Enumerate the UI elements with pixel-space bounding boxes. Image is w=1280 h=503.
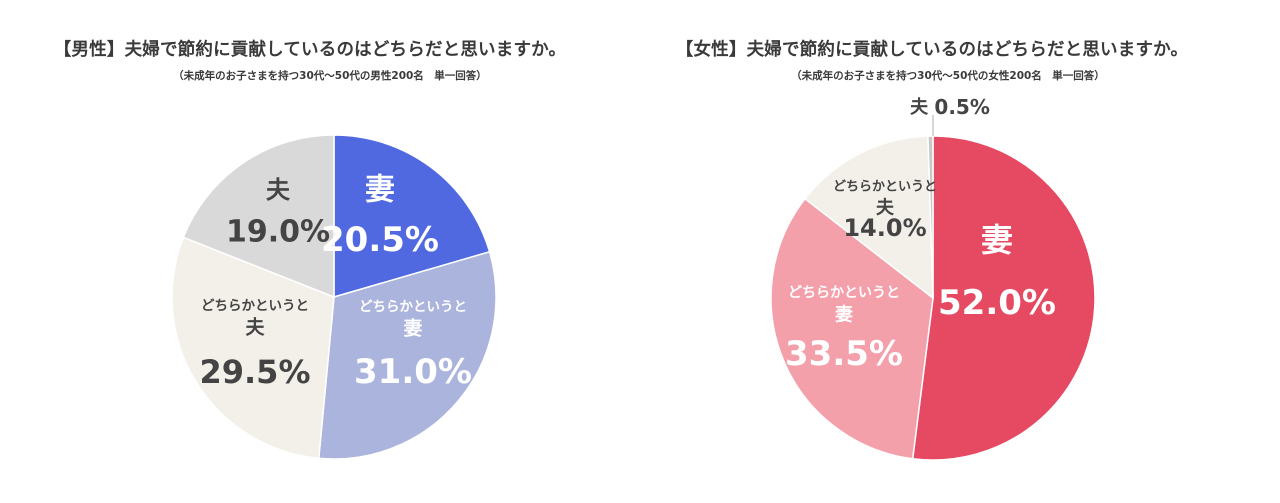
pie-slice bbox=[911, 135, 1096, 461]
slice-value-label: 52.0% bbox=[938, 283, 1056, 323]
chart-title: 【男性】夫婦で節約に貢献しているのはどちらだと思いますか。 bbox=[53, 40, 567, 60]
pie-slice bbox=[803, 135, 934, 300]
slice-label: 夫 0.5% bbox=[910, 95, 990, 119]
pie-slice bbox=[171, 236, 335, 460]
slice-label: どちらかというと bbox=[833, 180, 937, 195]
slice-value-label: 33.5% bbox=[785, 334, 903, 374]
pie-slice bbox=[182, 134, 335, 299]
slice-value-label: 29.5% bbox=[199, 353, 310, 391]
slice-label: どちらかというと bbox=[201, 298, 309, 314]
slice-label: 夫 bbox=[876, 197, 895, 219]
pie-slice bbox=[333, 134, 491, 298]
pie-slice bbox=[770, 197, 934, 460]
slice-label: どちらかというと bbox=[788, 285, 900, 301]
slice-value-label: 20.5% bbox=[321, 220, 439, 260]
slice-value-label: 14.0% bbox=[843, 214, 926, 242]
slice-label: 夫 bbox=[266, 176, 291, 204]
slice-label: どちらかというと bbox=[359, 299, 467, 315]
slice-label: 妻 bbox=[365, 173, 395, 208]
pie-slice bbox=[317, 250, 497, 460]
slice-value-label: 31.0% bbox=[354, 352, 472, 392]
slice-label: 夫 bbox=[245, 317, 265, 339]
chart-title: 【女性】夫婦で節約に貢献しているのはどちらだと思いますか。 bbox=[675, 40, 1189, 60]
chart-subtitle: （未成年のお子さまを持つ30代〜50代の女性200名 単一回答） bbox=[791, 70, 1105, 82]
slice-value-label: 19.0% bbox=[226, 215, 330, 250]
slice-label: 妻 bbox=[403, 317, 422, 340]
slice-label: 妻 bbox=[835, 305, 853, 326]
slice-label: 妻 bbox=[981, 221, 1013, 259]
female-chart-panel: 【女性】夫婦で節約に貢献しているのはどちらだと思いますか。 （未成年のお子さまを… bbox=[640, 0, 1280, 503]
chart-subtitle: （未成年のお子さまを持つ30代〜50代の男性200名 単一回答） bbox=[173, 70, 487, 82]
male-chart-panel: 【男性】夫婦で節約に貢献しているのはどちらだと思いますか。 （未成年のお子さまを… bbox=[53, 40, 567, 460]
